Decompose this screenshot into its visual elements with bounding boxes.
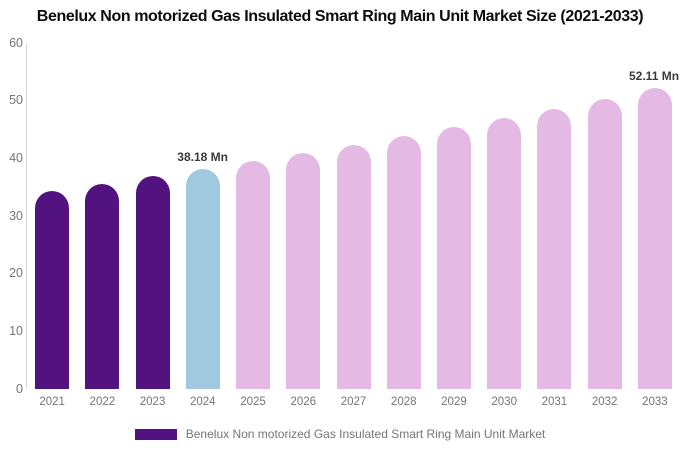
x-axis-label-2023: 2023 bbox=[139, 396, 166, 408]
y-axis-tick-label: 50 bbox=[9, 93, 23, 108]
x-axis-label-2033: 2033 bbox=[642, 396, 668, 408]
y-axis-line bbox=[26, 43, 27, 389]
x-axis-label-2032: 2032 bbox=[591, 396, 618, 408]
bar-2032 bbox=[587, 98, 622, 389]
y-axis-tick-label: 40 bbox=[9, 150, 23, 165]
bar-2024 bbox=[185, 168, 220, 389]
bar-2023 bbox=[135, 176, 170, 389]
bar-2026 bbox=[286, 153, 321, 389]
chart-title: Benelux Non motorized Gas Insulated Smar… bbox=[36, 8, 644, 25]
x-axis-label-2025: 2025 bbox=[240, 396, 266, 408]
x-axis-label-2030: 2030 bbox=[491, 396, 517, 408]
bar-2022 bbox=[85, 183, 120, 389]
bar-2028 bbox=[386, 136, 421, 389]
bar-2030 bbox=[487, 117, 522, 389]
x-axis-label-2026: 2026 bbox=[290, 396, 317, 408]
y-axis-tick-label: 60 bbox=[9, 35, 23, 50]
value-label-2024: 38.18 Mn bbox=[177, 149, 228, 164]
y-axis-tick-label: 20 bbox=[9, 266, 23, 281]
bar-2021 bbox=[35, 190, 70, 389]
bar-2027 bbox=[336, 145, 371, 389]
x-axis-label-2031: 2031 bbox=[541, 396, 568, 408]
x-axis-label-2021: 2021 bbox=[39, 396, 65, 408]
bar-2033 bbox=[637, 88, 672, 389]
x-axis-label-2024: 2024 bbox=[190, 396, 216, 408]
legend: Benelux Non motorized Gas Insulated Smar… bbox=[0, 425, 680, 443]
bar-2025 bbox=[236, 161, 271, 389]
x-axis-label-2022: 2022 bbox=[89, 396, 116, 408]
legend-swatch bbox=[134, 428, 177, 440]
value-label-2033: 52.11 Mn bbox=[629, 69, 680, 84]
y-axis-tick-label: 30 bbox=[9, 208, 23, 223]
legend-label: Benelux Non motorized Gas Insulated Smar… bbox=[185, 427, 546, 441]
bar-2029 bbox=[436, 127, 471, 389]
x-axis-label-2028: 2028 bbox=[390, 396, 417, 408]
bar-2031 bbox=[537, 108, 572, 389]
y-axis-tick-label: 10 bbox=[9, 323, 23, 338]
x-axis-label-2029: 2029 bbox=[441, 396, 467, 408]
y-axis-tick-label: 0 bbox=[16, 381, 23, 396]
x-axis-label-2027: 2027 bbox=[340, 396, 367, 408]
